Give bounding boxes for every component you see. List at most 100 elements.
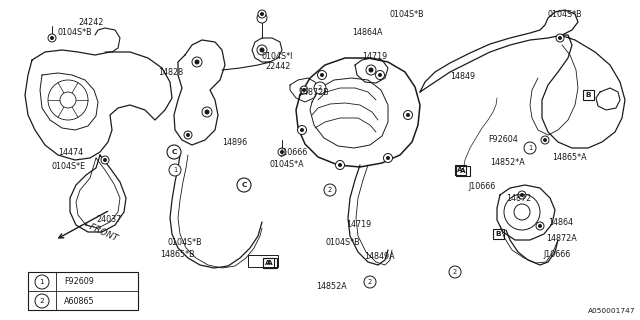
Circle shape	[169, 164, 181, 176]
Circle shape	[514, 204, 530, 220]
Text: J10666: J10666	[543, 250, 570, 259]
Text: F92604: F92604	[488, 135, 518, 144]
Text: 0104S*A: 0104S*A	[270, 160, 305, 169]
Text: 22442: 22442	[265, 62, 291, 71]
Circle shape	[536, 222, 544, 230]
Bar	[248, 255, 278, 267]
Text: 14896: 14896	[222, 138, 247, 147]
Text: 14849A: 14849A	[364, 252, 395, 261]
Circle shape	[406, 113, 410, 117]
Circle shape	[167, 145, 181, 159]
Text: 14852A: 14852A	[316, 282, 347, 291]
Bar	[28, 272, 138, 310]
Text: 14872B: 14872B	[298, 88, 329, 97]
Circle shape	[257, 13, 267, 23]
Circle shape	[280, 150, 284, 154]
Text: A: A	[267, 260, 273, 266]
Circle shape	[258, 10, 266, 18]
Circle shape	[556, 34, 564, 42]
Circle shape	[184, 131, 192, 139]
Text: 0104S*B: 0104S*B	[548, 10, 582, 19]
Text: 14872: 14872	[506, 194, 531, 203]
Text: 2: 2	[368, 279, 372, 285]
Text: 14864A: 14864A	[352, 28, 383, 37]
Circle shape	[338, 163, 342, 167]
Circle shape	[60, 92, 76, 108]
Circle shape	[324, 184, 336, 196]
Circle shape	[298, 125, 307, 134]
Text: A60865: A60865	[64, 297, 95, 306]
Circle shape	[48, 34, 56, 42]
Circle shape	[543, 138, 547, 142]
Circle shape	[195, 60, 200, 65]
Circle shape	[314, 82, 326, 94]
Circle shape	[317, 70, 326, 79]
Circle shape	[278, 148, 286, 156]
Bar	[583, 90, 594, 100]
Circle shape	[300, 128, 304, 132]
Bar	[263, 258, 274, 268]
Text: 0104S*B: 0104S*B	[326, 238, 360, 247]
Circle shape	[366, 65, 376, 75]
Circle shape	[35, 275, 49, 289]
Text: 14719: 14719	[362, 52, 387, 61]
Circle shape	[186, 133, 190, 137]
Bar	[493, 229, 504, 239]
Text: 14864: 14864	[548, 218, 573, 227]
Circle shape	[383, 154, 392, 163]
Circle shape	[541, 136, 549, 144]
Text: A: A	[460, 168, 466, 174]
Text: 2: 2	[318, 85, 322, 91]
Circle shape	[302, 88, 306, 92]
Text: 2: 2	[328, 187, 332, 193]
Text: 14719: 14719	[346, 220, 371, 229]
Circle shape	[369, 68, 374, 73]
Circle shape	[558, 36, 562, 40]
Circle shape	[103, 158, 107, 162]
Circle shape	[50, 36, 54, 40]
Text: B: B	[495, 231, 500, 237]
Circle shape	[35, 294, 49, 308]
Text: 14828: 14828	[158, 68, 183, 77]
Text: 24037: 24037	[96, 215, 121, 224]
Text: J10666: J10666	[280, 148, 307, 157]
Text: 2: 2	[453, 269, 457, 275]
Text: A: A	[457, 167, 463, 173]
Text: F92609: F92609	[64, 277, 94, 286]
Text: 0104S*B: 0104S*B	[58, 28, 93, 37]
Text: 1: 1	[40, 279, 44, 285]
Circle shape	[260, 12, 264, 16]
Circle shape	[449, 266, 461, 278]
Text: 0104S*E: 0104S*E	[52, 162, 86, 171]
Circle shape	[335, 161, 344, 170]
Text: 14872A: 14872A	[546, 234, 577, 243]
Circle shape	[101, 156, 109, 164]
Circle shape	[524, 142, 536, 154]
Text: 0104S*B: 0104S*B	[168, 238, 203, 247]
Text: B: B	[585, 92, 591, 98]
Text: 2: 2	[40, 298, 44, 304]
Circle shape	[376, 70, 385, 79]
Circle shape	[320, 73, 324, 77]
Circle shape	[237, 178, 251, 192]
Text: 14865*B: 14865*B	[160, 250, 195, 259]
Bar	[456, 166, 470, 176]
Circle shape	[518, 191, 526, 199]
Text: ←FRONT: ←FRONT	[81, 220, 119, 244]
Circle shape	[205, 109, 209, 115]
Text: J10666: J10666	[468, 182, 495, 191]
Circle shape	[300, 86, 308, 94]
Text: 14474: 14474	[58, 148, 83, 157]
Circle shape	[403, 110, 413, 119]
Circle shape	[364, 276, 376, 288]
Text: 14865*A: 14865*A	[552, 153, 587, 162]
Text: A050001747: A050001747	[588, 308, 635, 314]
Text: 24242: 24242	[78, 18, 104, 27]
Circle shape	[257, 45, 267, 55]
Bar	[455, 165, 466, 175]
Circle shape	[386, 156, 390, 160]
Text: C: C	[172, 149, 177, 155]
Text: 14849: 14849	[450, 72, 475, 81]
Circle shape	[202, 107, 212, 117]
Circle shape	[192, 57, 202, 67]
